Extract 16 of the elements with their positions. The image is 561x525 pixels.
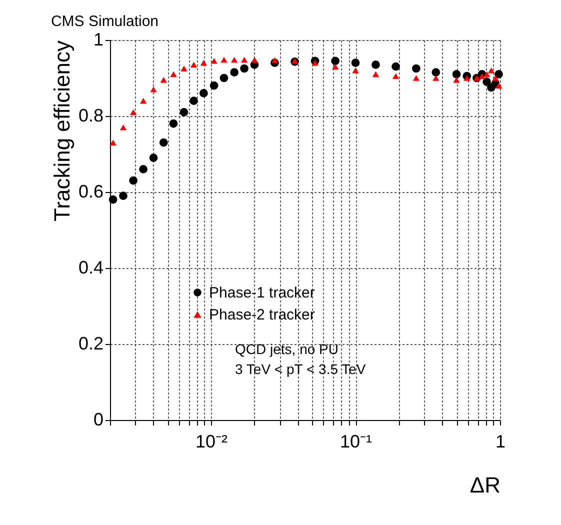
y-tick-label: 0.4 [78, 258, 104, 278]
legend-label: Phase-2 tracker [209, 306, 315, 324]
y-tick-label: 1 [93, 30, 104, 50]
y-tick-label: 0 [93, 410, 104, 430]
y-tick-label: 0.2 [78, 334, 104, 354]
chart-title: CMS Simulation [50, 13, 159, 30]
y-tick-label: 0.6 [78, 182, 104, 202]
x-tick-label: 10⁻² [195, 432, 228, 452]
x-tick-label: 1 [495, 432, 506, 452]
legend-label: Phase-1 tracker [209, 284, 315, 302]
y-axis-title: Tracking efficiency [49, 40, 74, 222]
annotation: QCD jets, no PU [235, 341, 338, 357]
x-tick-label: 10⁻¹ [340, 432, 372, 452]
y-tick-label: 0.8 [78, 106, 104, 126]
annotation: 3 TeV < pT < 3.5 TeV [235, 361, 366, 377]
x-axis-title: ΔR [470, 472, 500, 498]
